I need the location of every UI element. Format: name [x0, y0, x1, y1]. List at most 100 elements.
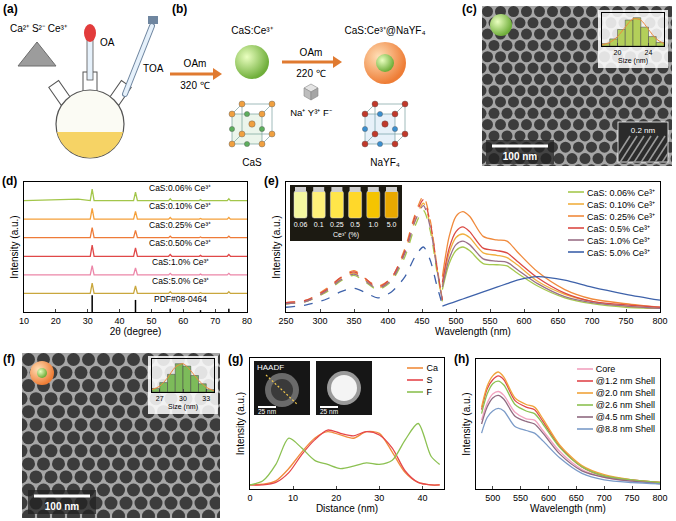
svg-text:CaS:0.06% Ce³⁺: CaS:0.06% Ce³⁺: [149, 183, 211, 193]
html-text:(d): (d): [2, 174, 18, 188]
svg-text:TOA: TOA: [143, 63, 164, 74]
svg-text:650: 650: [569, 493, 584, 503]
svg-text:5.0: 5.0: [387, 221, 397, 228]
html-text:Core: Core: [595, 364, 616, 374]
svg-text:20: 20: [614, 49, 622, 56]
svg-text:25 nm: 25 nm: [320, 408, 338, 415]
svg-text:Ce³⁺ (%): Ce³⁺ (%): [333, 231, 359, 239]
html-text:@2.0 nm Shell: @2.0 nm Shell: [595, 388, 655, 398]
svg-text:300: 300: [312, 316, 327, 326]
html-text:CaS: 0.25% Ce³⁺: CaS: 0.25% Ce³⁺: [587, 211, 655, 222]
html-text:CaS: 0.5% Ce³⁺: CaS: 0.5% Ce³⁺: [587, 223, 650, 234]
html-text:CaS: 0.06% Ce³⁺: CaS: 0.06% Ce³⁺: [587, 187, 655, 198]
svg-text:CaS: CaS: [242, 157, 262, 168]
svg-text:20: 20: [331, 493, 341, 503]
svg-text:2θ (degree): 2θ (degree): [110, 326, 162, 337]
svg-text:70: 70: [210, 316, 220, 326]
svg-text:HAADF: HAADF: [257, 363, 284, 372]
svg-text:Intensity (a.u.): Intensity (a.u.): [461, 392, 472, 455]
svg-text:250: 250: [278, 316, 293, 326]
svg-text:OA: OA: [100, 37, 115, 48]
svg-text:500: 500: [448, 316, 463, 326]
svg-text:CaS:1.0% Ce³⁺: CaS:1.0% Ce³⁺: [152, 257, 209, 267]
svg-text:Intensity (a.u.): Intensity (a.u.): [271, 215, 282, 278]
svg-text:80: 80: [242, 316, 252, 326]
svg-text:60: 60: [178, 316, 188, 326]
svg-text:CaS:5.0% Ce³⁺: CaS:5.0% Ce³⁺: [152, 276, 209, 286]
svg-text:Intensity (a.u.): Intensity (a.u.): [9, 215, 20, 278]
html-text:@8.8 nm Shell: @8.8 nm Shell: [595, 424, 655, 434]
svg-text:500: 500: [485, 493, 500, 503]
html-text:@2.6 nm Shell: @2.6 nm Shell: [595, 400, 655, 410]
svg-text:30: 30: [83, 316, 93, 326]
html-text:(e): (e): [264, 174, 279, 188]
svg-text:Wavelength (nm): Wavelength (nm): [530, 503, 606, 514]
svg-text:Wavelength (nm): Wavelength (nm): [435, 326, 511, 337]
html-text:(h): (h): [454, 352, 470, 366]
svg-text:CaS:0.10% Ce³⁺: CaS:0.10% Ce³⁺: [149, 201, 211, 211]
svg-text:550: 550: [513, 493, 528, 503]
svg-text:NaYF₄: NaYF₄: [370, 157, 400, 168]
svg-text:27: 27: [156, 395, 164, 402]
svg-text:CaS:0.50% Ce³⁺: CaS:0.50% Ce³⁺: [149, 238, 211, 248]
html-text:Ca: Ca: [426, 363, 438, 373]
svg-text:0.5: 0.5: [350, 221, 360, 228]
svg-text:0: 0: [247, 493, 252, 503]
html-text:(a): (a): [3, 2, 18, 16]
svg-text:450: 450: [414, 316, 429, 326]
svg-text:30: 30: [179, 395, 187, 402]
svg-text:750: 750: [625, 493, 640, 503]
svg-text:40: 40: [417, 493, 427, 503]
svg-text:700: 700: [597, 493, 612, 503]
svg-text:Distance (nm): Distance (nm): [316, 503, 378, 514]
svg-text:Na⁺ Y³⁺ F⁻: Na⁺ Y³⁺ F⁻: [290, 107, 332, 118]
svg-text:50: 50: [146, 316, 156, 326]
html-text:@4.5 nm Shell: @4.5 nm Shell: [595, 412, 655, 422]
svg-text:100 nm: 100 nm: [503, 151, 538, 162]
svg-text:Size (nm): Size (nm): [168, 403, 198, 411]
svg-text:400: 400: [380, 316, 395, 326]
html-text:(c): (c): [462, 2, 477, 16]
svg-text:220 ℃: 220 ℃: [296, 68, 325, 79]
svg-text:20: 20: [51, 316, 61, 326]
html-text:(b): (b): [172, 2, 188, 16]
svg-text:650: 650: [550, 316, 565, 326]
svg-text:0.06: 0.06: [294, 221, 308, 228]
svg-text:Ca²⁺ S²⁻ Ce³⁺: Ca²⁺ S²⁻ Ce³⁺: [10, 23, 68, 34]
html-text:CaS: 5.0% Ce³⁺: CaS: 5.0% Ce³⁺: [587, 247, 650, 258]
svg-text:CaS:0.25% Ce³⁺: CaS:0.25% Ce³⁺: [149, 220, 211, 230]
html-text:(g): (g): [228, 352, 244, 366]
svg-text:350: 350: [346, 316, 361, 326]
svg-text:0.1: 0.1: [314, 221, 324, 228]
svg-text:550: 550: [482, 316, 497, 326]
svg-text:33: 33: [202, 395, 210, 402]
svg-text:0.2 nm: 0.2 nm: [631, 126, 656, 135]
svg-text:600: 600: [541, 493, 556, 503]
svg-text:800: 800: [652, 316, 667, 326]
svg-text:CaS:Ce³⁺: CaS:Ce³⁺: [231, 25, 273, 36]
svg-text:Intensity (a.u.): Intensity (a.u.): [235, 392, 246, 455]
svg-text:100 nm: 100 nm: [45, 501, 80, 512]
svg-text:600: 600: [516, 316, 531, 326]
svg-text:OAm: OAm: [300, 47, 323, 58]
svg-text:40: 40: [115, 316, 125, 326]
svg-text:320 ℃: 320 ℃: [180, 80, 209, 91]
svg-text:800: 800: [652, 493, 667, 503]
html-text:CaS: 1.0% Ce³⁺: CaS: 1.0% Ce³⁺: [587, 235, 650, 246]
svg-text:10: 10: [288, 493, 298, 503]
svg-text:OAm: OAm: [184, 58, 207, 69]
html-text:@1.2 nm Shell: @1.2 nm Shell: [595, 376, 655, 386]
svg-text:25 nm: 25 nm: [258, 408, 276, 415]
svg-text:30: 30: [374, 493, 384, 503]
svg-text:1.0: 1.0: [368, 221, 378, 228]
svg-text:700: 700: [584, 316, 599, 326]
svg-text:10: 10: [19, 316, 29, 326]
svg-text:0.25: 0.25: [330, 221, 344, 228]
html-text:(f): (f): [3, 352, 15, 366]
svg-text:24: 24: [645, 49, 653, 56]
svg-text:Size (nm): Size (nm): [618, 57, 648, 65]
svg-text:PDF#08-0464: PDF#08-0464: [154, 294, 207, 304]
html-text:CaS: 0.10% Ce³⁺: CaS: 0.10% Ce³⁺: [587, 199, 655, 210]
svg-text:CaS:Ce³⁺@NaYF₄: CaS:Ce³⁺@NaYF₄: [344, 25, 425, 36]
svg-text:750: 750: [618, 316, 633, 326]
